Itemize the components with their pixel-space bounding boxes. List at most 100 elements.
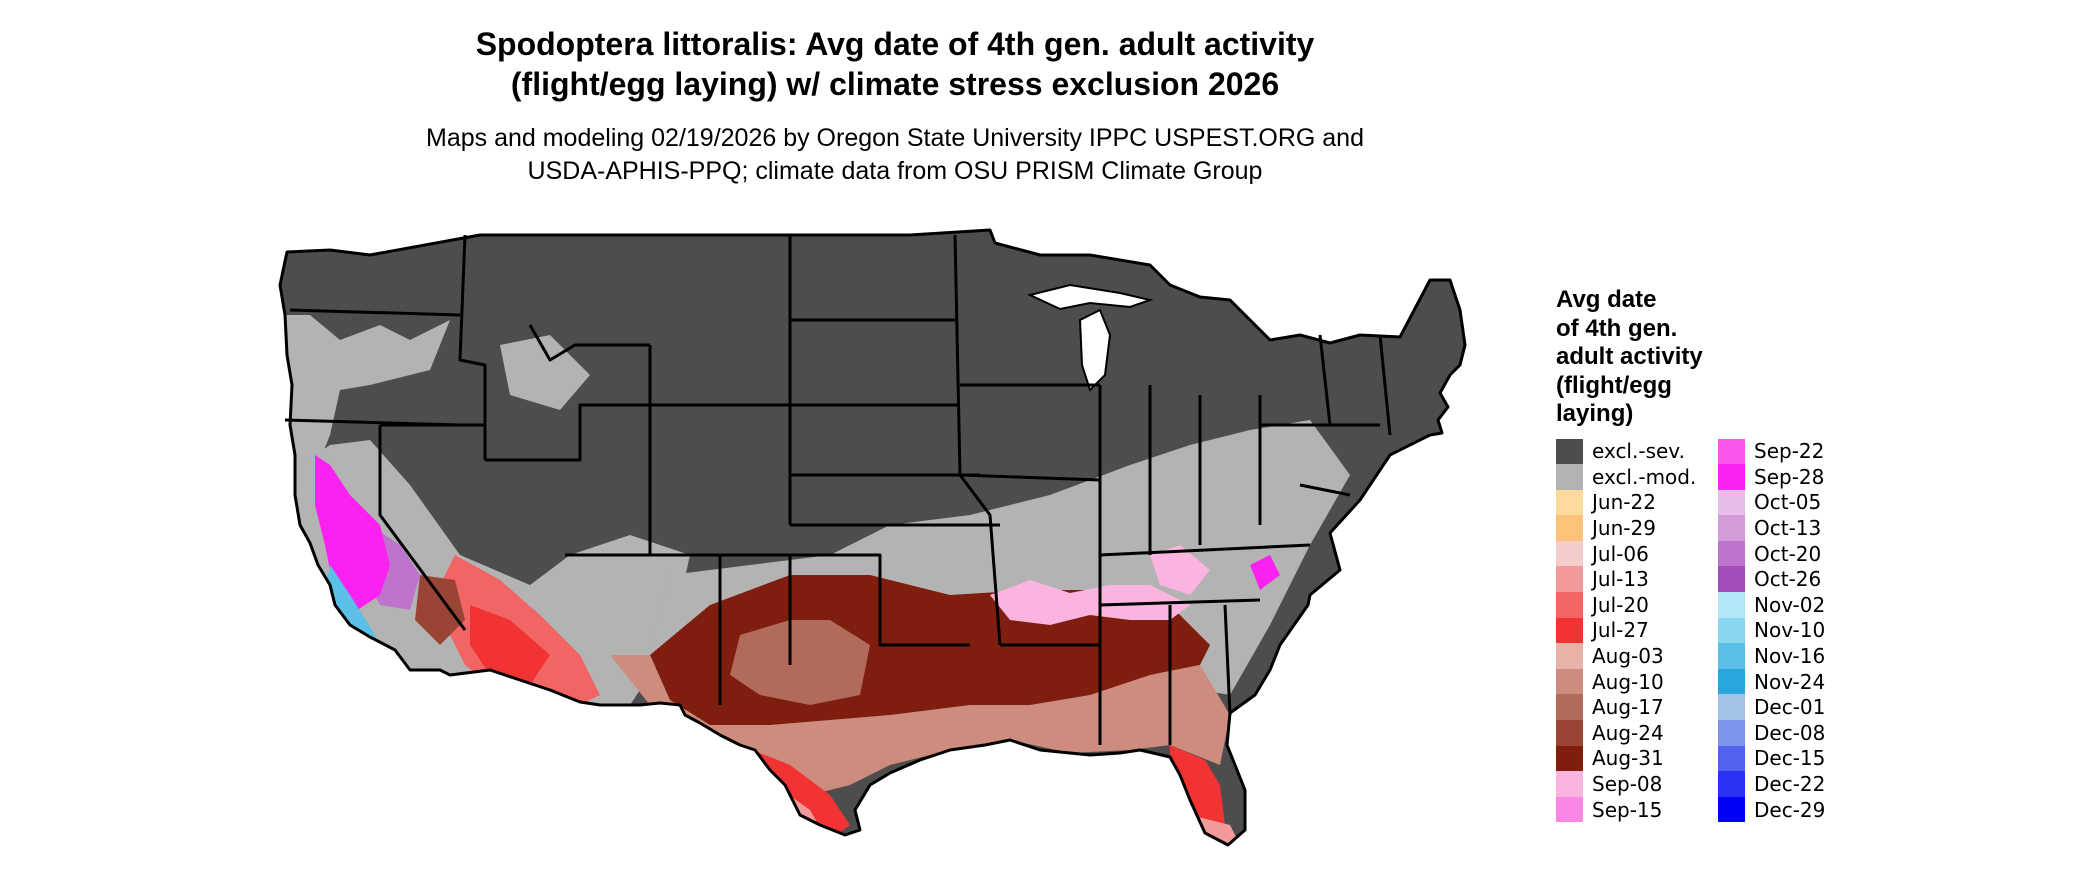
zone-aug-17-texas: [730, 620, 870, 705]
legend-swatch: [1718, 720, 1745, 746]
zone-sep-28-outer-banks: [1250, 555, 1280, 590]
border-ga-sc: [1223, 604, 1232, 716]
legend-swatch: [1718, 438, 1745, 465]
legend-swatch: [1556, 540, 1583, 567]
legend-label: Jul-20: [1592, 592, 1649, 617]
map-title-line-1: Spodoptera littoralis: Avg date of 4th g…: [475, 26, 1315, 62]
legend-swatch: [1718, 668, 1745, 695]
border-ca-nv: [378, 425, 467, 631]
legend-swatch: [1556, 617, 1583, 644]
legend-swatch: [1556, 668, 1583, 695]
zone-aug-24-desert: [415, 575, 465, 645]
legend-item: Aug-03: [1556, 643, 1696, 669]
legend-item: Oct-26: [1718, 566, 1825, 593]
legend-label: Dec-01: [1754, 695, 1826, 720]
legend-label: Oct-05: [1754, 490, 1822, 515]
legend-title: Avg date of 4th gen. adult activity (fli…: [1556, 286, 1703, 429]
border-tn-south: [1099, 598, 1261, 607]
state-borders: [284, 234, 1392, 745]
legend-item: Oct-20: [1718, 540, 1825, 567]
legend-swatch: [1718, 694, 1745, 721]
border-nv-ut: [485, 403, 650, 462]
legend-title-line-1: Avg date: [1556, 286, 1657, 313]
legend-label: Jun-29: [1592, 516, 1656, 541]
excl-mod-zone-nevada: [500, 335, 590, 410]
legend-swatch: [1556, 592, 1583, 618]
legend-item: excl.-mod.: [1556, 464, 1696, 490]
legend-item: Dec-29: [1718, 796, 1825, 823]
legend-column-1: excl.-sev. excl.-mod. Jun-22 Jun-29 Jul-06 Ju…: [1556, 438, 1696, 823]
legend-item: Aug-17: [1556, 694, 1696, 721]
legend-label: Nov-10: [1754, 618, 1826, 643]
legend-label: Sep-15: [1592, 797, 1663, 822]
border-id-west: [458, 234, 487, 460]
legend-label: Jul-27: [1592, 618, 1649, 643]
legend: Avg date of 4th gen. adult activity (fli…: [1556, 286, 1825, 823]
legend-swatch: [1718, 771, 1745, 797]
legend-title-line-3: adult activity: [1556, 343, 1703, 370]
legend-item: Aug-10: [1556, 668, 1696, 695]
border-ok-tx: [790, 553, 970, 647]
legend-label: Jul-13: [1592, 567, 1649, 592]
legend-label: excl.-sev.: [1592, 439, 1685, 464]
legend-swatch: [1556, 515, 1583, 541]
lake-superior: [1027, 283, 1154, 311]
legend-column-2: Sep-22 Sep-28 Oct-05 Oct-13 Oct-20 Oct-26 Nov-…: [1718, 438, 1826, 823]
legend-swatch: [1718, 643, 1745, 669]
legend-item: Jul-20: [1556, 592, 1696, 618]
map-subtitle-line-1: Maps and modeling 02/19/2026 by Oregon S…: [426, 124, 1364, 152]
map-title-line-2: (flight/egg laying) w/ climate stress ex…: [510, 66, 1280, 102]
legend-swatch: [1556, 566, 1583, 593]
legend-label: Oct-13: [1754, 516, 1822, 541]
legend-item: Dec-08: [1718, 720, 1825, 746]
legend-item: Nov-16: [1718, 643, 1825, 669]
border-md-va: [1299, 483, 1351, 497]
legend-item: Sep-15: [1556, 796, 1696, 823]
legend-label: Nov-16: [1754, 644, 1826, 669]
legend-swatch: [1718, 745, 1745, 772]
legend-swatch: [1556, 771, 1583, 797]
zone-sep-08-carolina: [1150, 545, 1210, 595]
legend-title-line-4: (flight/egg: [1556, 371, 1672, 399]
legend-item: Dec-01: [1718, 694, 1826, 721]
legend-item: Jul-27: [1556, 617, 1696, 644]
us-map: [278, 228, 1467, 847]
border-tn-ky: [1099, 543, 1311, 557]
legend-swatch: [1718, 566, 1745, 593]
legend-item: Jun-29: [1556, 515, 1696, 541]
border-vt-nh: [1378, 334, 1392, 436]
legend-item: Sep-22: [1718, 438, 1825, 465]
legend-item: Sep-08: [1556, 771, 1696, 797]
legend-label: Aug-24: [1592, 720, 1664, 745]
legend-item: Dec-22: [1718, 771, 1825, 797]
zone-jul-27-arizona: [470, 605, 550, 685]
legend-label: Aug-03: [1592, 644, 1664, 669]
legend-swatch: [1556, 720, 1583, 746]
legend-label: Sep-28: [1754, 464, 1825, 489]
zone-jul-13-florida: [1190, 815, 1245, 845]
legend-label: Sep-22: [1754, 439, 1825, 464]
zone-jul-27-florida: [1170, 745, 1225, 835]
legend-item: Nov-10: [1718, 617, 1826, 644]
legend-swatch: [1718, 796, 1745, 823]
legend-label: Nov-24: [1754, 669, 1826, 694]
excl-mod-zone-west: [280, 315, 450, 485]
legend-label: Aug-10: [1592, 669, 1664, 694]
legend-swatch: [1718, 617, 1745, 644]
legend-swatch: [1556, 694, 1583, 721]
legend-label: Oct-20: [1754, 541, 1822, 566]
border-wa-or: [289, 308, 461, 317]
border-ia-mo: [959, 473, 1101, 482]
legend-item: Oct-13: [1718, 515, 1825, 541]
legend-title-line-5: laying): [1556, 400, 1634, 427]
legend-swatch: [1556, 745, 1583, 772]
zone-sep-08-band: [990, 580, 1190, 625]
legend-swatch: [1718, 592, 1745, 618]
border-id-mt: [528, 324, 650, 362]
legend-swatch: [1718, 515, 1745, 541]
legend-swatch: [1556, 438, 1583, 465]
legend-swatch: [1556, 643, 1583, 669]
legend-item: Oct-05: [1718, 489, 1825, 516]
lake-michigan: [1078, 308, 1112, 392]
legend-label: Dec-15: [1754, 746, 1826, 771]
